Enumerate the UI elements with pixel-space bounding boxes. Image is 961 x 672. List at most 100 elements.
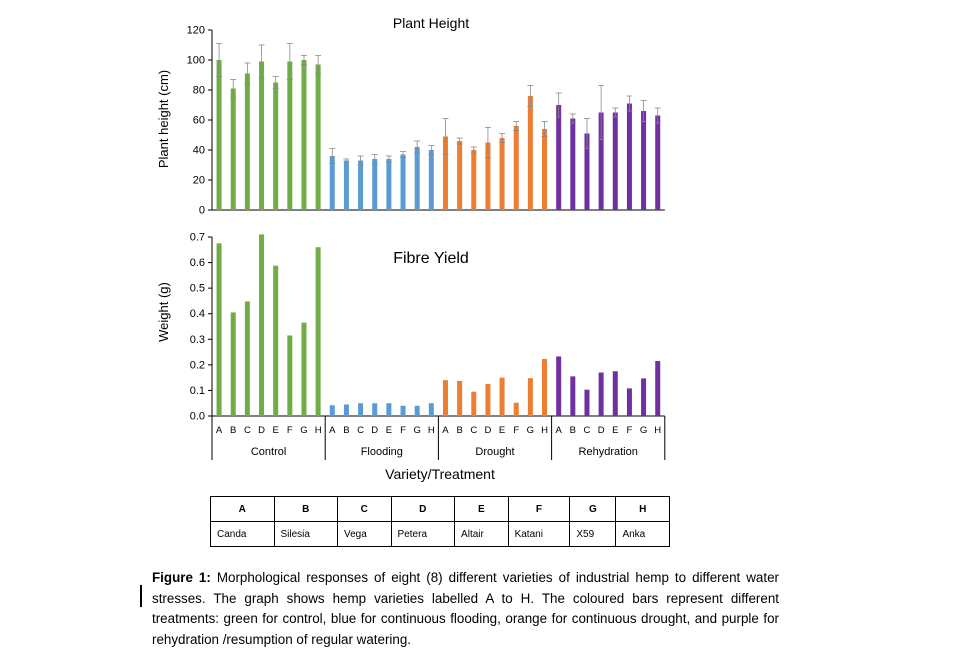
yield-bar [626,388,632,416]
yield-bar [386,403,392,416]
category-tick-label: G [527,425,534,436]
yield-bar [301,322,307,416]
category-tick-label: G [300,425,307,436]
category-tick-label: F [627,425,633,436]
height-bar [315,64,321,210]
yield-bar [655,361,661,416]
height-bar [414,147,420,210]
height-bar [301,60,307,210]
plant-height-title: Plant Height [393,15,469,31]
category-tick-label: D [371,425,378,436]
category-tick-label: H [541,425,548,436]
fibre-yield-panel: Fibre Yield Weight (g) Variety/Treatment [156,250,495,482]
category-tick-label: E [612,425,618,436]
yield-bar [542,358,548,416]
variety-code: H [615,496,670,522]
height-y-tick-label: 80 [193,85,205,97]
yield-y-tick-label: 0.3 [190,334,205,346]
caption-text: Morphological responses of eight (8) dif… [152,570,779,647]
variety-code: A [210,496,275,522]
variety-table: A B C D E F G H Canda Silesia Vega Peter… [210,496,670,547]
variety-name: Altair [454,521,509,547]
height-y-tick-label: 0 [199,205,205,217]
variety-code: G [569,496,617,522]
height-bar [259,61,265,210]
variety-name: Katani [507,521,571,547]
group-label: Flooding [361,446,403,458]
height-bar [386,159,392,210]
category-tick-label: C [584,425,591,436]
yield-bar [527,378,533,416]
height-bar [471,150,477,210]
category-tick-label: B [456,425,462,436]
category-tick-label: D [484,425,491,436]
height-y-tick-label: 20 [193,175,205,187]
height-bar [612,112,618,210]
height-y-tick-label: 100 [187,55,205,67]
yield-y-tick-label: 0.1 [190,385,205,397]
category-tick-label: B [570,425,576,436]
category-tick-label: A [329,425,336,436]
height-bar [570,118,576,210]
height-bar [513,126,519,210]
yield-y-tick-label: 0.2 [190,359,205,371]
yield-bar [584,389,590,416]
yield-bar [358,403,364,416]
fibre-yield-title: Fibre Yield [393,250,469,267]
plant-height-ylabel: Plant height (cm) [156,70,171,168]
variety-code: C [337,496,392,522]
variety-name: Vega [337,521,392,547]
height-bar [655,115,661,210]
fibre-yield-ylabel: Weight (g) [156,282,171,342]
height-bar [358,160,364,210]
height-bar [230,88,236,210]
category-tick-label: A [216,425,223,436]
yield-y-tick-label: 0.7 [190,232,205,244]
category-tick-label: C [357,425,364,436]
category-tick-label: D [598,425,605,436]
yield-bar [570,376,576,416]
category-tick-label: B [343,425,349,436]
category-tick-label: F [400,425,406,436]
chart-marks: 0 20 40 60 80 100 120 0.0 0.1 0.2 0.3 0.4 0.5 0.6 0.7 A… [187,25,666,460]
yield-bar [287,335,293,416]
category-tick-label: H [315,425,322,436]
group-label: Rehydration [579,446,638,458]
height-bar [428,150,434,210]
height-bar [216,60,222,210]
category-tick-label: G [413,425,420,436]
yield-bar [471,391,477,416]
yield-y-tick-label: 0.0 [190,411,205,423]
height-bar [527,96,533,210]
category-tick-label: A [556,425,563,436]
yield-bar [485,384,491,416]
yield-bar [216,243,222,416]
height-bar [244,73,250,210]
category-tick-label: F [513,425,519,436]
height-bar [584,133,590,210]
yield-bar [612,371,618,416]
category-tick-label: C [244,425,251,436]
variety-name: Silesia [273,521,338,547]
height-bar [626,103,632,210]
height-bar [499,138,505,210]
variety-code: B [273,496,338,522]
height-bar [641,111,647,210]
yield-bar [513,402,519,416]
height-bar [372,159,378,210]
height-bar [329,156,335,210]
figure-caption: Figure 1: Morphological responses of eig… [152,568,779,650]
group-label: Control [251,446,286,458]
height-bar [556,105,562,210]
yield-bar [372,403,378,416]
category-tick-label: E [273,425,279,436]
category-tick-label: G [640,425,647,436]
text-cursor [140,585,142,607]
height-bar [400,154,406,210]
height-bar [457,141,463,210]
yield-y-tick-label: 0.5 [190,283,205,295]
variety-code-row: A B C D E F G H [210,496,670,522]
height-bar [542,129,548,210]
hemp-chart: Plant Height Plant height (cm) Fibre Yie… [156,15,666,482]
height-bar [273,82,279,210]
